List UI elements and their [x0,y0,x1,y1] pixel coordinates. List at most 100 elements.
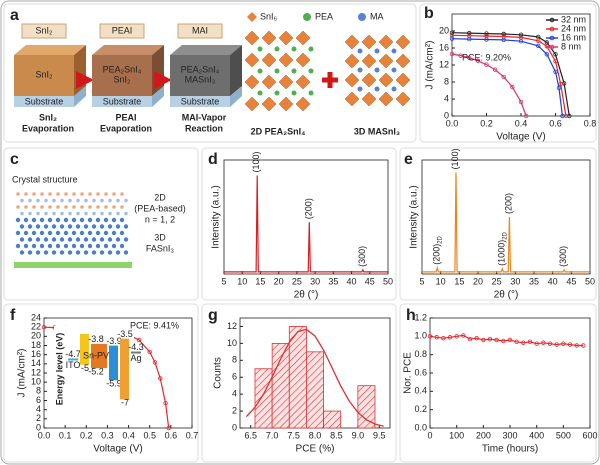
data-point [501,74,506,80]
crystal-atom [79,243,85,249]
layer-label: SnI₂ [35,69,53,79]
x-tick-label: 30 [310,276,320,286]
crystal-atom [48,192,52,196]
x-tick-label: 40 [347,276,357,286]
crystal-atom [83,237,89,242]
lattice-octahedron [344,53,360,69]
lattice-octahedron [244,52,260,68]
data-point [454,334,459,339]
crystal-atom [91,237,97,242]
y-tick-label: 10 [31,377,41,387]
data-point [474,335,479,341]
x-tick-label: 9.0 [352,430,365,440]
crystal-atom [15,230,21,236]
crystal-atom [80,205,84,209]
data-point [507,337,513,343]
crystal-atom [79,217,85,223]
crystal-atom [115,224,121,229]
crystal-atom [87,230,93,236]
energy-value: -5 [81,363,89,373]
data-point [449,30,455,35]
crystal-atom [119,217,125,223]
crystal-atom [120,192,124,196]
lattice-octahedron [344,91,360,107]
crystal-atom [119,243,125,249]
crystal-atom [67,250,73,255]
lattice-ma [374,67,380,73]
data-line [451,38,563,117]
crystal-atom [80,192,84,196]
data-point [484,31,489,36]
x-axis-label: 2θ (°) [294,290,319,301]
data-line [224,175,388,273]
lattice-octahedron [395,34,411,50]
peak-label: (1000)2D [497,231,508,265]
crystal-atom [76,211,80,216]
crystal-atom [63,217,69,223]
block-front [92,55,152,96]
histogram-bar [254,368,273,429]
y-tick-label: 16 [31,349,41,359]
crystal-atom [112,192,116,196]
data-point [510,84,515,90]
peak-label: (100) [450,148,460,169]
y-tick-label: 0 [444,110,449,120]
data-point [449,51,455,57]
y-tick-label: 4 [232,389,237,399]
lattice-octahedron [278,52,294,68]
panel-border [201,303,397,463]
lattice-ma [357,86,363,92]
crystal-atom [107,237,113,242]
crystal-atom [91,224,97,229]
panel-border [201,147,397,301]
data-point [523,113,529,119]
crystal-atom [100,211,104,216]
data-point [547,341,553,346]
x-tick-label: 0.7 [186,430,199,440]
data-point [560,113,565,119]
y-tick-label: 12 [227,321,237,331]
lattice-octahedron [378,72,394,88]
lattice-pea [308,46,314,52]
panel-letter: h [406,307,416,324]
plot-frame [421,159,591,275]
lattice-octahedron [361,34,377,50]
x-tick-label: 0.4 [122,430,135,440]
layer-desc: 2D [154,192,166,202]
peak-text: (100) [450,148,460,169]
lattice-pea [308,90,314,96]
y-tick-label: 2 [36,413,41,423]
substrate-label: Substrate [25,96,64,106]
energy-band [91,343,107,369]
x-axis-label: Time (hours) [482,444,538,455]
step-caption: PEAI [115,112,136,122]
crystal-atom [87,243,93,249]
data-line [451,32,570,117]
data-point [518,32,524,38]
y-axis-label: Nor. PCE [403,352,414,394]
crystal-atom [72,192,76,196]
crystal-atom [60,198,64,203]
data-point [481,337,486,343]
crystal-atom [15,243,21,249]
legend-marker [549,44,555,50]
crystal-atom [23,217,29,223]
y-tick-label: 24 [31,312,41,322]
y-tick-label: 4 [36,404,41,414]
legend-label: PEA [315,11,333,21]
block-front [170,55,230,96]
y-tick-label: 20 [439,25,449,35]
y-tick-label: 6 [232,372,237,382]
data-line [422,172,590,273]
crystal-atom [24,205,28,209]
y-tick-label: 8 [232,355,237,365]
y-tick-label: 0 [232,422,237,432]
data-point [518,39,524,44]
x-tick-label: 20 [274,276,284,286]
histogram-bar [306,351,324,429]
x-tick-label: 7.5 [287,430,300,440]
lattice-octahedron [295,30,311,46]
y-tick-label: 1.2 [414,312,427,322]
crystal-atom [112,205,116,209]
